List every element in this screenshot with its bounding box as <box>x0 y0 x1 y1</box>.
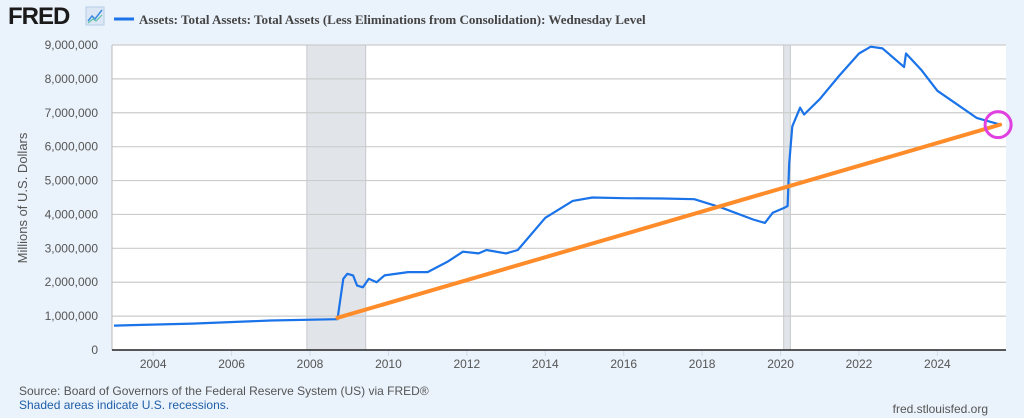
x-tick-label: 2010 <box>375 357 402 371</box>
trend-line <box>335 122 1003 320</box>
source-note: Source: Board of Governors of the Federa… <box>19 384 429 398</box>
x-tick-label: 2004 <box>140 357 167 371</box>
x-tick-label: 2012 <box>454 357 481 371</box>
recession-band <box>306 44 367 351</box>
x-tick-label: 2008 <box>297 357 324 371</box>
fred-logo: FRED <box>8 3 70 30</box>
plot-area <box>112 45 1006 350</box>
series-line-total-assets <box>113 45 1001 327</box>
site-link[interactable]: fred.stlouisfed.org <box>892 402 988 416</box>
x-tick-label: 2006 <box>218 357 245 371</box>
y-tick-label: 5,000,000 <box>45 174 99 188</box>
y-tick-label: 0 <box>91 343 98 357</box>
y-tick-label: 6,000,000 <box>45 140 99 154</box>
x-tick-label: 2018 <box>689 357 716 371</box>
x-tick-label: 2016 <box>610 357 637 371</box>
x-tick-label: 2022 <box>846 357 873 371</box>
x-tick-label: 2014 <box>532 357 559 371</box>
x-tick-label: 2020 <box>767 357 794 371</box>
y-tick-label: 3,000,000 <box>45 241 99 255</box>
highlight-circle <box>983 110 1013 140</box>
y-tick-label: 8,000,000 <box>45 72 99 86</box>
y-tick-label: 7,000,000 <box>45 106 99 120</box>
y-axis-label: Millions of U.S. Dollars <box>15 132 30 263</box>
y-tick-label: 2,000,000 <box>45 275 99 289</box>
x-tick-label: 2024 <box>924 357 951 371</box>
legend-label: Assets: Total Assets: Total Assets (Less… <box>139 12 646 27</box>
y-tick-label: 4,000,000 <box>45 207 99 221</box>
recession-note[interactable]: Shaded areas indicate U.S. recessions. <box>19 398 230 412</box>
chart-line-icon <box>85 6 105 26</box>
y-tick-label: 1,000,000 <box>45 309 99 323</box>
y-tick-label: 9,000,000 <box>45 38 99 52</box>
